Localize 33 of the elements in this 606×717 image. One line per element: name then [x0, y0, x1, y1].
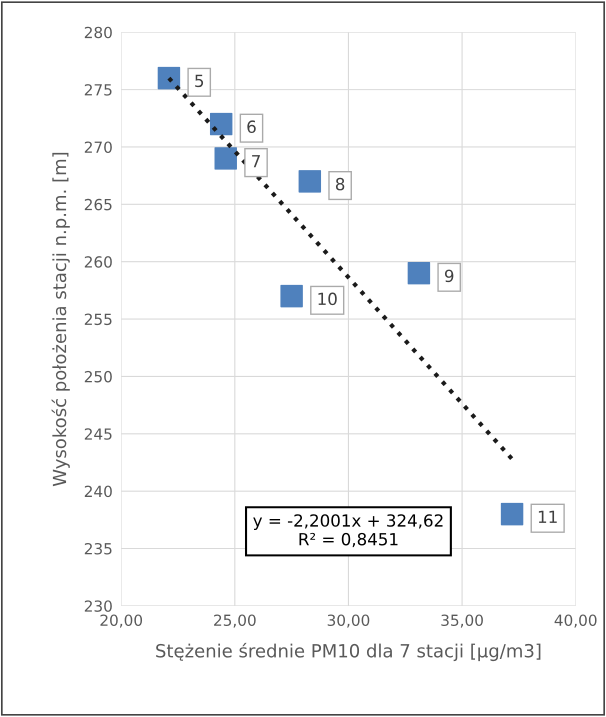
y-tick-label: 260 — [84, 256, 112, 268]
point — [210, 112, 232, 136]
y-tick-label: 265 — [84, 198, 112, 210]
y-tick-label: 270 — [84, 141, 112, 154]
point — [158, 66, 180, 90]
annotation: 10 — [318, 292, 337, 306]
annotation: 7 — [252, 155, 260, 168]
x-tick-label: 20,00 — [100, 614, 142, 628]
annotation: 6 — [247, 120, 256, 134]
y-tick-label: 235 — [84, 542, 112, 555]
y-axis-title: Wysokość położenia stacji n.p.m. [m] — [52, 152, 70, 486]
annotation: 5 — [195, 74, 204, 88]
x-tick-label: 40,00 — [554, 614, 597, 628]
y-tick-label: 255 — [84, 314, 112, 326]
x-tick-label: 25,00 — [214, 614, 256, 628]
y-tick-label: 240 — [84, 486, 112, 498]
point — [280, 284, 303, 308]
annotation: 11 — [538, 510, 557, 523]
y-tick-label: 280 — [84, 26, 112, 38]
y-tick-label: 230 — [84, 600, 112, 612]
point — [500, 502, 524, 526]
x-axis-title: Stężenie średnie PM10 dla 7 stacji [µg/m3] — [156, 642, 540, 662]
point — [214, 147, 237, 170]
annotation: 8 — [336, 178, 344, 190]
x-tick-label: 30,00 — [328, 614, 370, 628]
point — [298, 170, 322, 193]
y-tick-label: 245 — [84, 428, 112, 440]
point — [408, 262, 430, 284]
y-tick-label: 250 — [84, 370, 112, 382]
y-tick-label: 275 — [84, 84, 112, 96]
annotation: y = -2,2001x + 324,62 R² = 0,8451 — [253, 514, 443, 548]
annotation: 9 — [444, 270, 454, 282]
x-tick-label: 35,00 — [441, 614, 483, 628]
